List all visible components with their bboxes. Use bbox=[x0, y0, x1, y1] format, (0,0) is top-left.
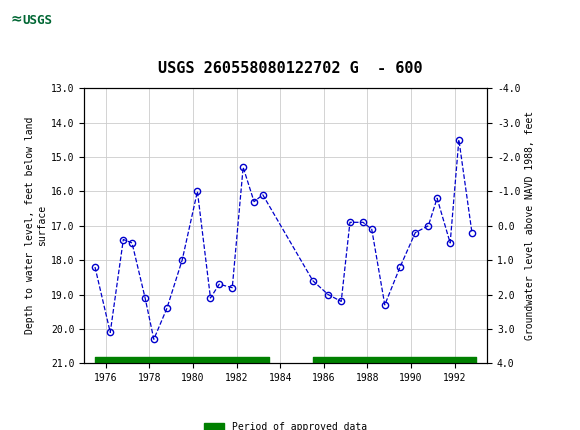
Y-axis label: Depth to water level, feet below land
surface: Depth to water level, feet below land su… bbox=[25, 117, 47, 335]
Text: ≈: ≈ bbox=[10, 11, 22, 25]
FancyBboxPatch shape bbox=[3, 3, 72, 37]
Text: USGS 260558080122702 G  - 600: USGS 260558080122702 G - 600 bbox=[158, 61, 422, 76]
Legend: Period of approved data: Period of approved data bbox=[201, 418, 371, 430]
Text: USGS: USGS bbox=[23, 14, 53, 27]
Y-axis label: Groundwater level above NAVD 1988, feet: Groundwater level above NAVD 1988, feet bbox=[524, 111, 535, 340]
